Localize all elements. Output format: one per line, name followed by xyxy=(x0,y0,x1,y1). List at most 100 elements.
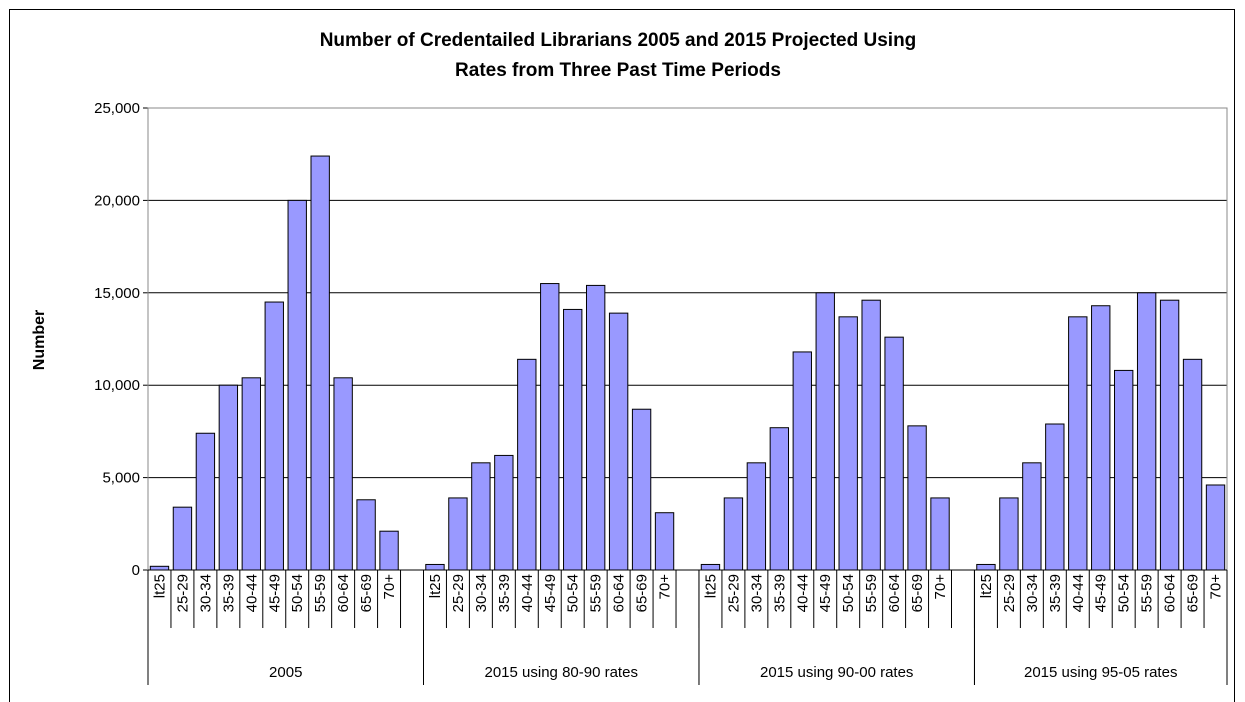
x-tick-label: lt25 xyxy=(151,574,168,598)
x-tick-label: 45-49 xyxy=(266,574,283,612)
x-tick-label: 40-44 xyxy=(794,574,811,612)
x-tick-label: 55-59 xyxy=(1139,574,1156,612)
bar xyxy=(1159,299,1180,571)
y-tick-label: 25,000 xyxy=(94,100,140,117)
bar xyxy=(723,497,744,571)
x-tick-label: 55-59 xyxy=(863,574,880,612)
x-tick-label: 35-39 xyxy=(771,574,788,612)
x-tick-label: lt25 xyxy=(427,574,444,598)
x-tick-label: 45-49 xyxy=(542,574,559,612)
bar xyxy=(310,155,330,571)
bar xyxy=(815,292,835,571)
x-tick-label: 65-69 xyxy=(358,574,375,612)
bar xyxy=(884,336,904,571)
bar xyxy=(1114,369,1134,571)
y-tick-label: 5,000 xyxy=(102,470,140,487)
x-tick-label: 45-49 xyxy=(817,574,834,612)
x-tick-label: lt25 xyxy=(978,574,995,598)
x-tick-label: 35-39 xyxy=(220,574,237,612)
bar xyxy=(563,308,583,571)
bar xyxy=(631,408,652,571)
x-tick-label: 60-64 xyxy=(335,574,352,612)
bar xyxy=(1136,292,1157,571)
bar xyxy=(218,384,239,571)
x-tick-label: 55-59 xyxy=(312,574,329,612)
y-axis-label: Number xyxy=(31,310,48,370)
x-tick-label: 25-29 xyxy=(725,574,742,612)
bar xyxy=(195,432,216,571)
group-label: 2015 using 80-90 rates xyxy=(485,664,638,681)
x-tick-label: 30-34 xyxy=(1024,574,1041,612)
x-tick-label: 30-34 xyxy=(197,574,214,612)
chart-title: Rates from Three Past Time Periods xyxy=(455,60,781,81)
x-tick-label: 70+ xyxy=(657,574,674,600)
x-tick-label: 70+ xyxy=(1208,574,1225,600)
bar xyxy=(471,462,491,571)
bar xyxy=(1205,484,1226,571)
bar xyxy=(425,563,445,571)
bar xyxy=(792,351,812,571)
x-tick-label: lt25 xyxy=(702,574,719,598)
bar xyxy=(1022,462,1042,571)
x-tick-label: 70+ xyxy=(381,574,398,600)
bar xyxy=(241,377,261,571)
bar xyxy=(1182,358,1203,571)
bar xyxy=(700,563,721,571)
bar xyxy=(746,462,767,571)
group-label: 2015 using 90-00 rates xyxy=(760,664,913,681)
x-tick-label: 35-39 xyxy=(496,574,513,612)
x-tick-label: 60-64 xyxy=(1162,574,1179,612)
bar xyxy=(333,377,353,571)
y-tick-label: 15,000 xyxy=(94,285,140,302)
x-tick-label: 55-59 xyxy=(588,574,605,612)
x-tick-label: 50-54 xyxy=(289,574,306,612)
bar xyxy=(356,499,376,571)
bar xyxy=(1068,316,1088,571)
x-tick-label: 35-39 xyxy=(1047,574,1064,612)
bar xyxy=(838,316,858,571)
x-tick-label: 25-29 xyxy=(1001,574,1018,612)
bar xyxy=(976,563,996,571)
bar xyxy=(654,512,675,571)
x-tick-label: 25-29 xyxy=(174,574,191,612)
x-tick-label: 65-69 xyxy=(634,574,651,612)
bar xyxy=(517,358,537,571)
group-label: 2005 xyxy=(269,664,302,681)
bar xyxy=(264,301,284,571)
y-tick-label: 20,000 xyxy=(94,192,140,209)
x-tick-label: 50-54 xyxy=(565,574,582,612)
x-tick-label: 60-64 xyxy=(611,574,628,612)
bar xyxy=(999,497,1019,571)
x-tick-label: 30-34 xyxy=(748,574,765,612)
x-tick-label: 65-69 xyxy=(1185,574,1202,612)
x-tick-label: 25-29 xyxy=(450,574,467,612)
x-tick-label: 65-69 xyxy=(909,574,926,612)
bar xyxy=(907,425,927,571)
x-tick-label: 40-44 xyxy=(519,574,536,612)
bar xyxy=(608,312,629,571)
bar xyxy=(494,454,514,571)
x-tick-label: 50-54 xyxy=(1116,574,1133,612)
bar xyxy=(448,497,468,571)
bar xyxy=(930,497,950,571)
bar xyxy=(1091,305,1111,571)
x-tick-label: 30-34 xyxy=(473,574,490,612)
bar xyxy=(861,299,881,571)
bar xyxy=(585,284,606,571)
bar xyxy=(540,283,560,571)
y-tick-label: 10,000 xyxy=(94,377,140,394)
bar xyxy=(287,199,307,571)
x-tick-label: 50-54 xyxy=(840,574,857,612)
bar xyxy=(149,565,170,571)
group-label: 2015 using 95-05 rates xyxy=(1024,664,1177,681)
chart-title: Number of Credentailed Librarians 2005 a… xyxy=(320,30,917,51)
x-tick-label: 40-44 xyxy=(1070,574,1087,612)
bar xyxy=(1045,423,1065,571)
x-tick-label: 45-49 xyxy=(1093,574,1110,612)
y-tick-label: 0 xyxy=(132,562,140,579)
bar xyxy=(172,506,193,571)
x-tick-label: 40-44 xyxy=(243,574,260,612)
x-tick-label: 60-64 xyxy=(886,574,903,612)
x-tick-label: 70+ xyxy=(932,574,949,600)
